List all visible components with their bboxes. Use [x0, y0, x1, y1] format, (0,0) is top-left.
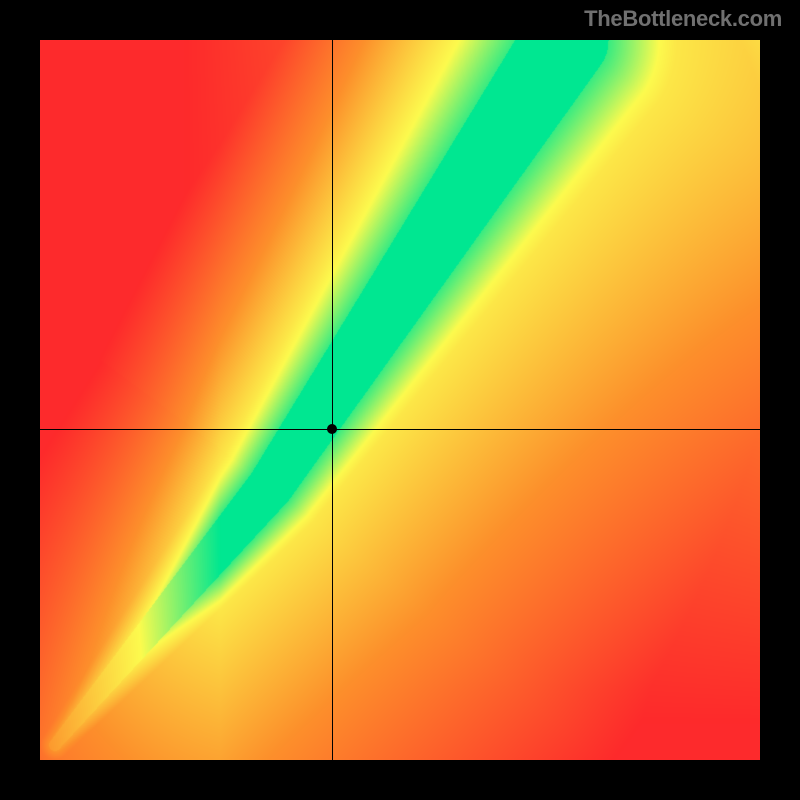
crosshair-vertical: [332, 40, 333, 760]
watermark-text: TheBottleneck.com: [584, 6, 782, 32]
crosshair-marker-dot: [327, 424, 337, 434]
crosshair-horizontal: [40, 429, 760, 430]
chart-container: TheBottleneck.com: [0, 0, 800, 800]
bottleneck-heatmap: [40, 40, 760, 760]
